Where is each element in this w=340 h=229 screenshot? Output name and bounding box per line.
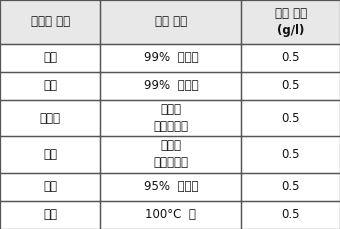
Text: 0.5: 0.5 [282,51,300,64]
Bar [0,100,100,136]
Bar [0,44,100,72]
Bar [241,44,340,72]
Text: 후박: 후박 [43,148,57,161]
Bar [100,100,241,136]
Bar [0,136,100,173]
Bar [0,201,100,229]
Text: 계피: 계피 [43,79,57,92]
Bar [0,0,100,44]
Text: 95%  에탄올: 95% 에탄올 [143,180,198,193]
Bar [241,173,340,201]
Bar [241,0,340,44]
Bar [100,44,241,72]
Text: 황백: 황백 [43,208,57,221]
Text: 100°C  물: 100°C 물 [146,208,196,221]
Bar [100,0,241,44]
Text: 초임계
이산화탄소: 초임계 이산화탄소 [153,139,188,169]
Bar [100,136,241,173]
Bar [241,201,340,229]
Bar [0,72,100,100]
Bar [100,72,241,100]
Bar [100,201,241,229]
Text: 0.5: 0.5 [282,208,300,221]
Bar [241,72,340,100]
Text: 초임계
이산화탄소: 초임계 이산화탄소 [153,103,188,133]
Bar [0,173,100,201]
Bar [100,173,241,201]
Text: 0.5: 0.5 [282,79,300,92]
Text: 게지: 게지 [43,51,57,64]
Text: 0.5: 0.5 [282,148,300,161]
Bar [241,136,340,173]
Text: 99%  메탄올: 99% 메탄올 [143,51,198,64]
Text: 천궁: 천궁 [43,180,57,193]
Text: 0.5: 0.5 [282,112,300,125]
Text: 0.5: 0.5 [282,180,300,193]
Text: 추출 용매: 추출 용매 [155,15,187,28]
Text: 한약재 이름: 한약재 이름 [31,15,70,28]
Text: 처리 농도
(g/l): 처리 농도 (g/l) [275,7,307,37]
Text: 99%  메탄올: 99% 메탄올 [143,79,198,92]
Bar [241,100,340,136]
Text: 석창포: 석창포 [40,112,61,125]
